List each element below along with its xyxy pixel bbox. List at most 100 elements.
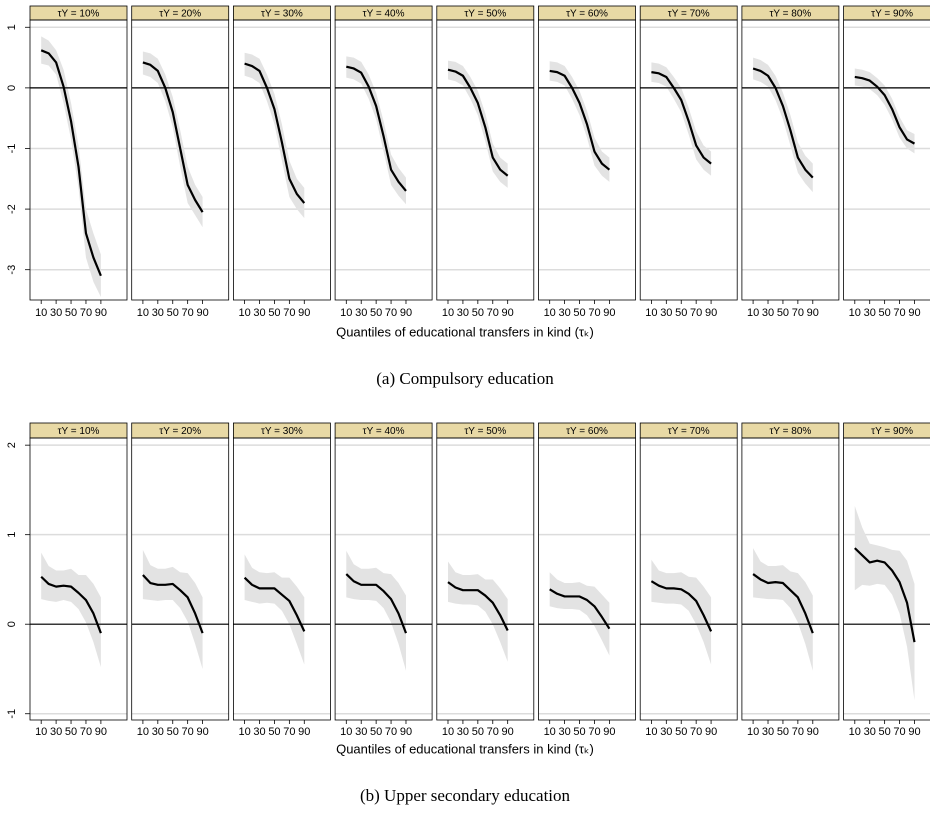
panel-frame [538, 19, 636, 301]
estimate-line [346, 65, 407, 192]
x-tick-label: 30 [558, 307, 570, 319]
x-tick-label: 50 [472, 307, 484, 319]
x-tick-label: 50 [675, 726, 687, 738]
panel-title: τY = 50% [464, 9, 506, 20]
panel-frame [334, 19, 433, 301]
y-tick-label: 2 [6, 442, 18, 448]
x-tick-label: 70 [690, 307, 702, 319]
estimate-line [142, 574, 204, 634]
x-tick-label: 90 [298, 726, 310, 738]
x-tick-label: 10 [442, 726, 454, 738]
x-tick-label: 30 [762, 726, 774, 738]
estimate-line [854, 547, 916, 643]
panel-title: τY = 40% [363, 426, 405, 437]
x-tick-label: 50 [777, 307, 789, 319]
x-tick-label: 90 [196, 307, 208, 319]
x-tick-label: 50 [65, 307, 77, 319]
panel-frame [29, 437, 128, 721]
x-tick-label: 90 [502, 726, 514, 738]
x-tick-label: 10 [645, 307, 657, 319]
panel-title: τY = 50% [464, 426, 506, 437]
x-tick-label: 30 [558, 726, 570, 738]
confidence-band [651, 559, 712, 665]
panel-title: τY = 10% [58, 426, 100, 437]
panel-title: τY = 80% [769, 9, 811, 20]
x-tick-label: 30 [50, 726, 62, 738]
x-tick-label: 50 [472, 726, 484, 738]
x-tick-label: 30 [864, 307, 876, 319]
panel-frame [131, 19, 230, 301]
x-tick-label: 10 [544, 307, 556, 319]
confidence-band [854, 506, 915, 701]
panel-title: τY = 70% [668, 9, 710, 20]
panel-title: τY = 20% [159, 9, 201, 20]
estimate-line [549, 588, 611, 630]
x-tick-label: 50 [573, 726, 585, 738]
x-tick-label: 50 [167, 307, 179, 319]
x-tick-label: 50 [675, 307, 687, 319]
x-tick-label: 30 [660, 307, 672, 319]
x-tick-label: 10 [35, 726, 47, 738]
x-tick-label: 30 [253, 307, 265, 319]
x-tick-label: 90 [400, 726, 412, 738]
y-tick-label: -1 [6, 709, 18, 719]
panel-frame [741, 437, 840, 721]
x-tick-label: 50 [573, 307, 585, 319]
x-tick-label: 70 [487, 726, 499, 738]
x-tick-label: 70 [283, 726, 295, 738]
x-tick-label: 10 [747, 726, 759, 738]
estimate-line [244, 62, 306, 204]
x-tick-label: 90 [603, 307, 615, 319]
panel-title: τY = 60% [566, 9, 608, 20]
panel-title: τY = 20% [159, 426, 201, 437]
estimate-line [854, 75, 916, 145]
x-tick-label: 30 [152, 726, 164, 738]
x-tick-label: 70 [893, 726, 905, 738]
x-tick-label: 10 [238, 307, 250, 319]
x-tick-label: 10 [35, 307, 47, 319]
x-tick-label: 30 [152, 307, 164, 319]
x-tick-label: 30 [50, 307, 62, 319]
caption: (a) Compulsory education [376, 369, 554, 388]
confidence-band [753, 57, 813, 193]
x-tick-label: 30 [660, 726, 672, 738]
estimate-line [243, 576, 306, 632]
x-tick-label: 70 [588, 307, 600, 319]
x-tick-label: 70 [80, 726, 92, 738]
x-tick-label: 50 [65, 726, 77, 738]
panel-frame [232, 19, 331, 301]
x-tick-label: 90 [705, 726, 717, 738]
x-tick-label: 90 [908, 307, 920, 319]
x-tick-label: 30 [355, 726, 367, 738]
panel-title: τY = 40% [363, 9, 405, 20]
confidence-band [753, 548, 813, 671]
confidence-band [346, 550, 406, 671]
x-tick-label: 10 [645, 726, 657, 738]
x-tick-label: 10 [238, 726, 250, 738]
x-axis-label: Quantiles of educational transfers in ki… [336, 741, 594, 756]
y-tick-label: -1 [6, 144, 18, 154]
panel-title: τY = 80% [769, 426, 811, 437]
x-tick-label: 70 [385, 307, 397, 319]
panel-frame [639, 437, 738, 721]
x-tick-label: 10 [849, 726, 861, 738]
x-tick-label: 50 [879, 726, 891, 738]
x-tick-label: 90 [603, 726, 615, 738]
caption: (b) Upper secondary education [360, 786, 571, 805]
y-tick-label: 1 [6, 24, 18, 30]
x-tick-label: 70 [893, 307, 905, 319]
estimate-line [40, 575, 102, 634]
x-tick-label: 90 [705, 307, 717, 319]
x-tick-label: 10 [137, 307, 149, 319]
confidence-band [651, 62, 712, 176]
x-tick-label: 10 [442, 307, 454, 319]
panel-frame [131, 437, 230, 721]
x-tick-label: 10 [849, 307, 861, 319]
panel-frame [741, 19, 840, 301]
panel-title: τY = 90% [871, 9, 913, 20]
x-tick-label: 50 [777, 726, 789, 738]
x-tick-label: 50 [268, 307, 280, 319]
x-tick-label: 50 [879, 307, 891, 319]
x-tick-label: 10 [340, 307, 352, 319]
